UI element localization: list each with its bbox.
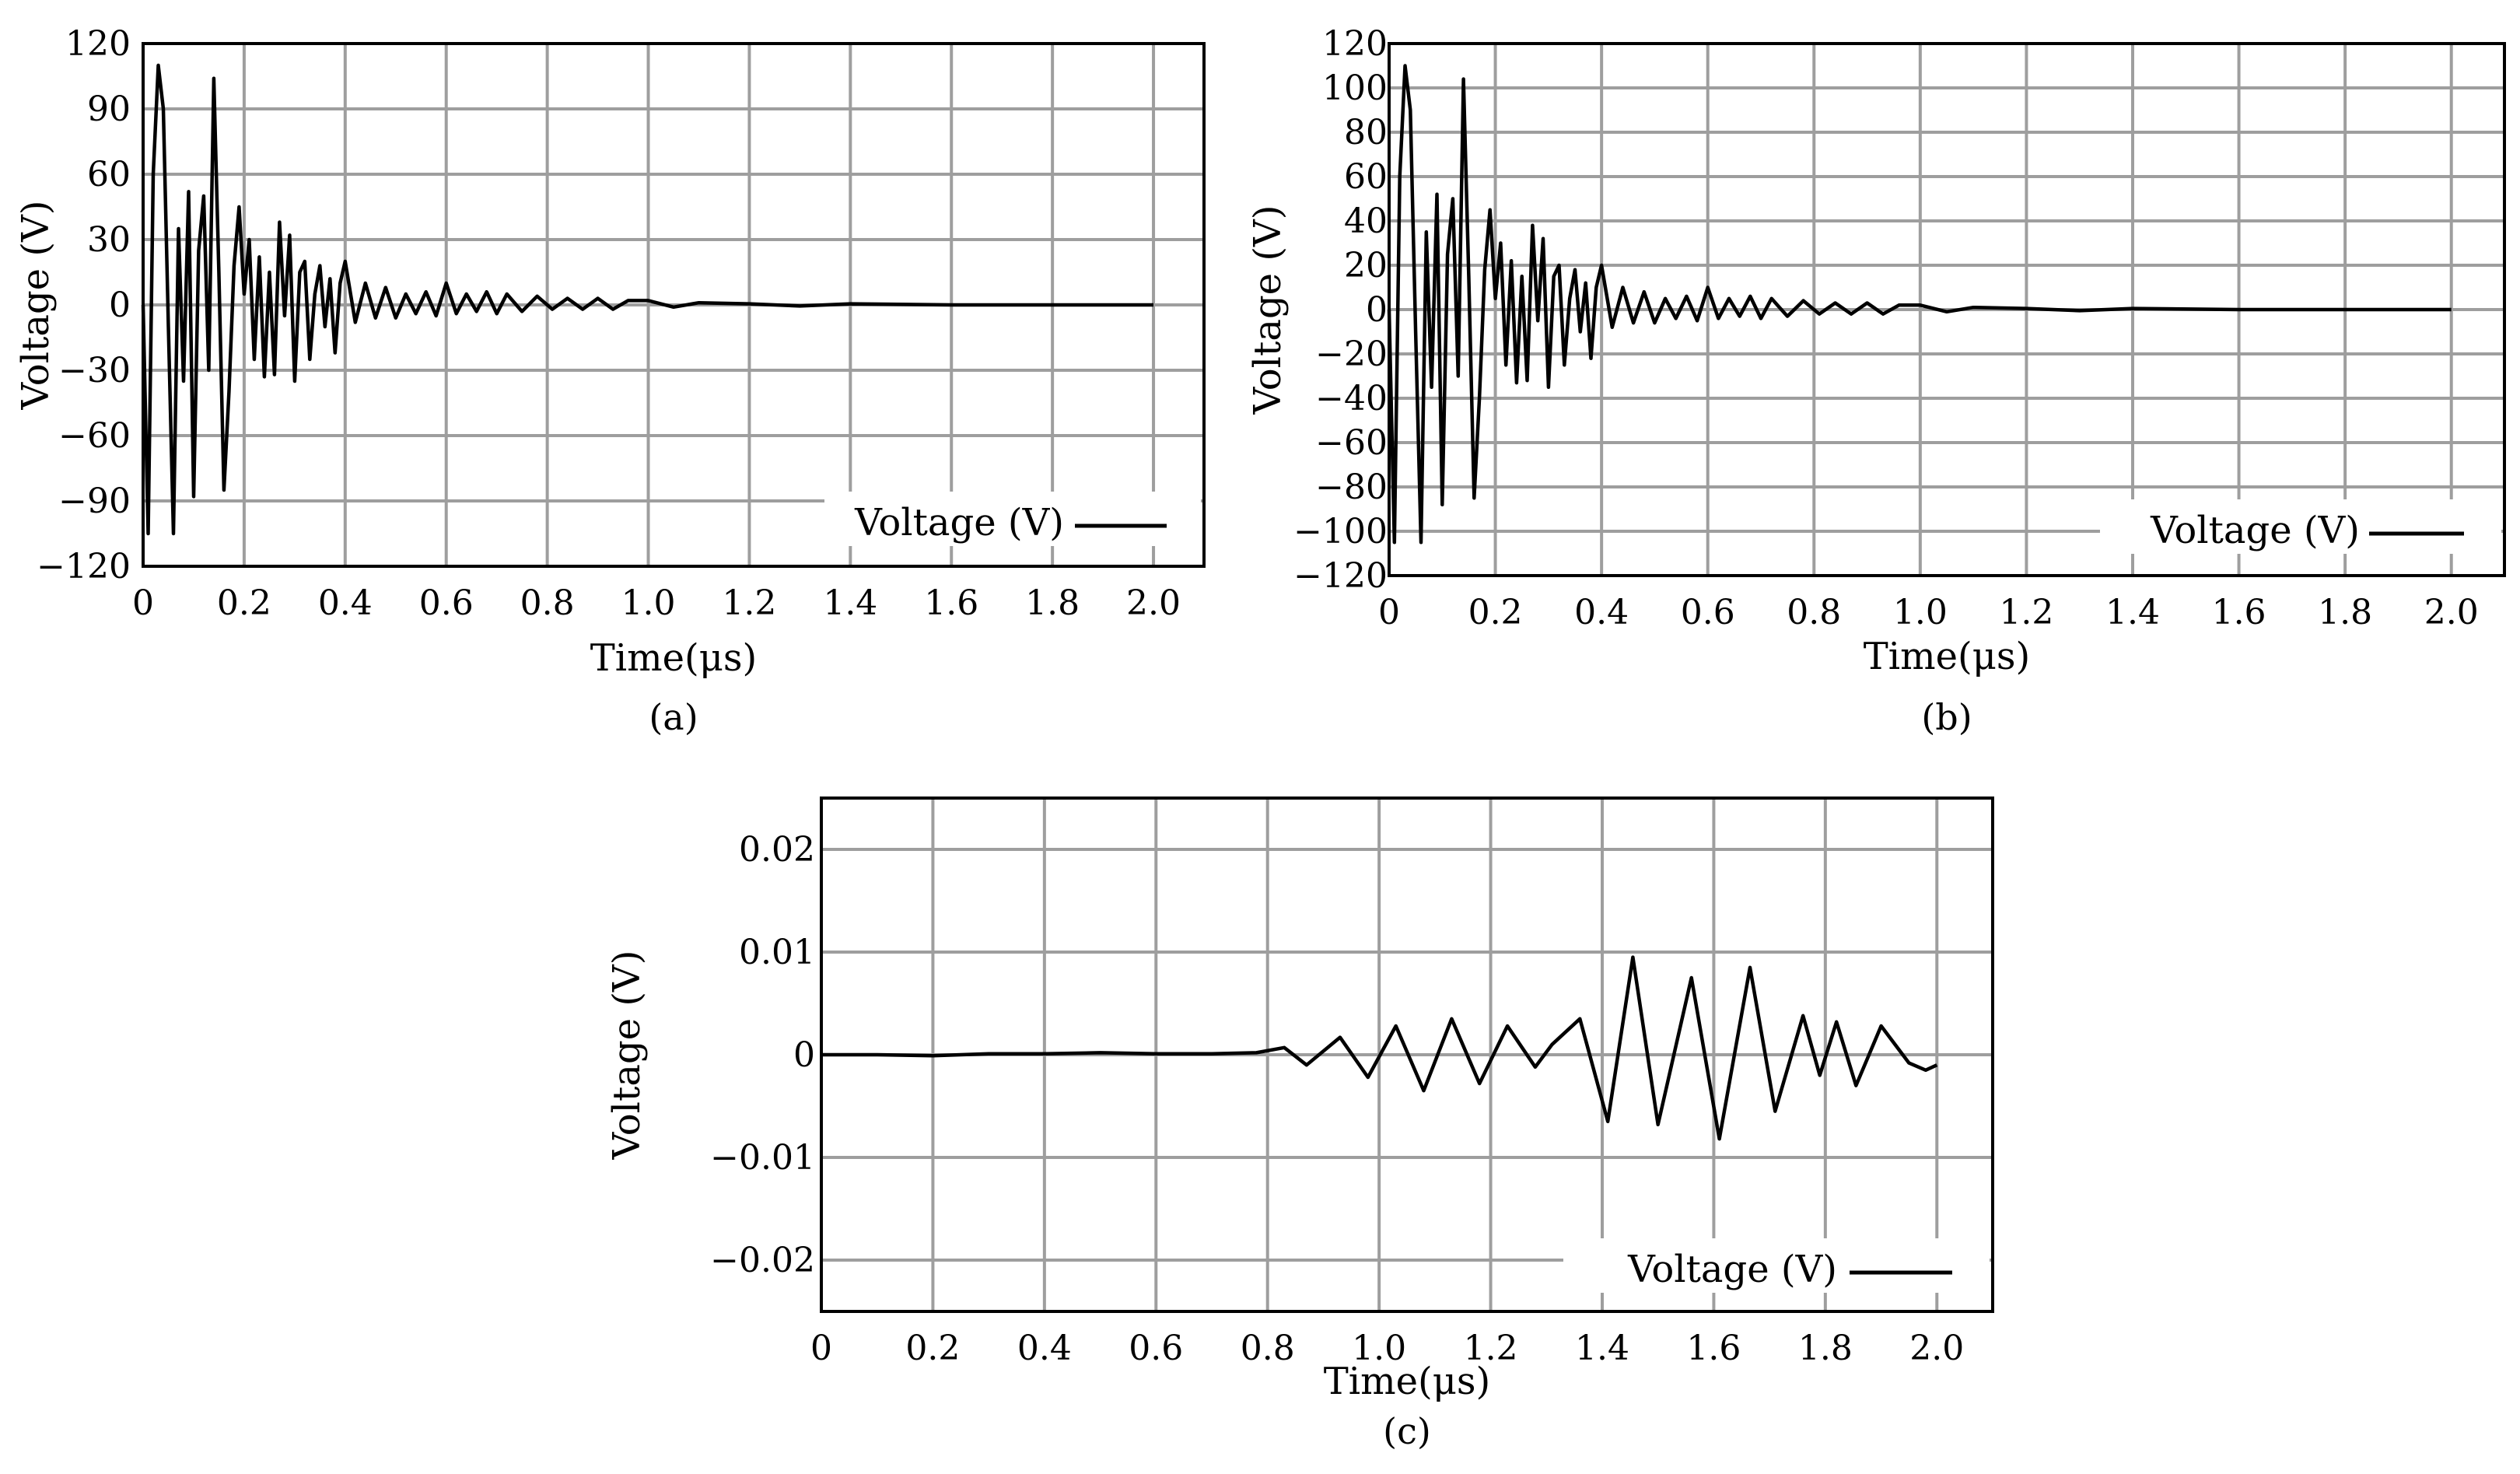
x-tick-label: 1.8 [2318, 593, 2372, 632]
chart-panel-a: 0 0.2 0.4 0.6 0.8 1.0 1.2 1.4 1.6 1.8 2.0 120 90 60 30… [14, 24, 1206, 738]
y-tick-label: 0 [793, 1035, 815, 1075]
y-tick-label: −20 [1315, 334, 1388, 374]
x-tick-label: 2.0 [2424, 593, 2479, 632]
x-tick-label: 1.0 [621, 583, 676, 623]
x-tick-label: 1.4 [1575, 1329, 1629, 1368]
y-tick-label: 20 [1344, 246, 1388, 285]
y-tick-label: −120 [37, 547, 131, 586]
x-axis-title: Time(μs) [1864, 635, 2031, 678]
x-tick-label: 0.4 [1017, 1329, 1072, 1368]
y-axis-title: Voltage (V) [1246, 205, 1290, 415]
y-axis-title: Voltage (V) [605, 951, 649, 1161]
x-tick-label: 0.8 [1241, 1329, 1295, 1368]
x-axis-title: Time(μs) [1324, 1360, 1491, 1403]
y-tick-label: 100 [1322, 68, 1388, 108]
legend-label: Voltage (V) [2150, 509, 2360, 552]
x-tick-label: 0.6 [1681, 593, 1735, 632]
y-axis-title: Voltage (V) [14, 201, 58, 411]
legend-box [1563, 1238, 1990, 1293]
x-tick-label: 1.6 [924, 583, 978, 623]
y-tick-label: −90 [58, 481, 131, 521]
y-tick-label: 0.02 [739, 830, 815, 870]
legend-box [824, 492, 1201, 546]
x-tick-label: 1.6 [2212, 593, 2266, 632]
x-tick-label: 0 [1378, 593, 1400, 632]
panel-caption: (a) [649, 696, 698, 738]
y-tick-label: −0.02 [710, 1241, 815, 1280]
y-tick-label: −30 [58, 351, 131, 390]
panel-caption: (b) [1921, 696, 1972, 738]
chart-panel-c: 0 0.2 0.4 0.6 0.8 1.0 1.2 1.4 1.6 1.8 2.0 0.02 0.01 0… [605, 797, 1994, 1452]
x-tick-label: 1.8 [1798, 1329, 1853, 1368]
x-tick-label: 1.2 [722, 583, 776, 623]
x-tick-label: 0.6 [419, 583, 474, 623]
x-tick-label: 1.6 [1686, 1329, 1741, 1368]
x-tick-label: 0.6 [1129, 1329, 1183, 1368]
x-tick-label: 1.2 [1999, 593, 2053, 632]
x-tick-label: 0 [810, 1329, 832, 1368]
y-tick-label: −60 [1315, 423, 1388, 463]
y-tick-label: 120 [1322, 24, 1388, 64]
x-tick-label: 2.0 [1126, 583, 1181, 623]
x-tick-label: 0 [132, 583, 154, 623]
x-tick-label: 0.2 [905, 1329, 960, 1368]
y-tick-label: −60 [58, 416, 131, 456]
y-tick-label: 40 [1344, 201, 1388, 241]
y-tick-label: 0 [109, 285, 131, 325]
y-tick-label: −100 [1293, 512, 1388, 551]
panel-caption: (c) [1383, 1410, 1431, 1452]
y-tick-label: 90 [87, 89, 131, 129]
x-tick-label: 0.4 [1574, 593, 1629, 632]
x-tick-label: 0.2 [1468, 593, 1523, 632]
x-tick-label: 1.0 [1352, 1329, 1406, 1368]
legend-label: Voltage (V) [854, 501, 1064, 544]
y-tick-label: 0 [1366, 290, 1388, 330]
y-tick-label: 30 [87, 220, 131, 260]
y-tick-label: 120 [65, 24, 131, 64]
legend-label: Voltage (V) [1627, 1248, 1837, 1291]
y-tick-label: 80 [1344, 113, 1388, 152]
y-tick-label: −80 [1315, 467, 1388, 507]
y-tick-label: −0.01 [710, 1138, 815, 1178]
plot-frame [820, 797, 1994, 1313]
x-axis-title: Time(μs) [590, 636, 758, 680]
x-tick-label: 0.8 [1787, 593, 1841, 632]
x-tick-label: 1.0 [1893, 593, 1948, 632]
series-line-voltage [821, 955, 1938, 1141]
y-tick-label: −40 [1315, 379, 1388, 418]
x-tick-label: 1.4 [2105, 593, 2160, 632]
plot-frame [1388, 42, 2506, 577]
x-tick-label: 0.8 [520, 583, 575, 623]
x-tick-label: 0.2 [217, 583, 271, 623]
y-tick-label: 60 [1344, 157, 1388, 197]
x-tick-label: 2.0 [1909, 1329, 1964, 1368]
series-line-voltage [141, 63, 1153, 536]
y-tick-label: 0.01 [739, 933, 815, 972]
x-tick-label: 1.2 [1464, 1329, 1518, 1368]
legend-box [2100, 499, 2501, 554]
x-tick-label: 0.4 [318, 583, 373, 623]
y-tick-label: 60 [87, 155, 131, 194]
x-tick-label: 1.4 [823, 583, 877, 623]
y-tick-label: −120 [1293, 556, 1388, 596]
plot-frame [142, 42, 1206, 568]
series-line-voltage [1387, 64, 2452, 544]
x-tick-label: 1.8 [1025, 583, 1080, 623]
